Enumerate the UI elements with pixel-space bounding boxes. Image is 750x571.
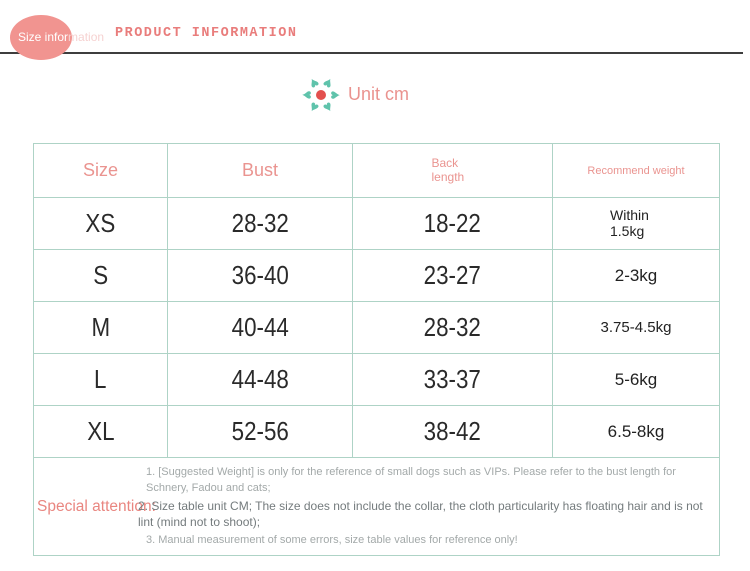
unit-label: Unit cm [348,84,410,104]
back-length-value: 18-22 [423,208,482,238]
size-value: XS [85,208,116,238]
note-item: 1. [Suggested Weight] is only for the re… [146,466,676,494]
column-header-back-length: Back length [352,143,553,198]
size-cell: M [33,301,168,354]
column-header-back-length-label: Back length [431,155,465,184]
table-row: XL 52-56 38-42 6.5-8kg [33,405,720,458]
back-length-value: 33-37 [423,364,482,394]
flower-icon: ♥ ♥ ♥ ♥ ♥ ♥ [297,71,345,119]
header-divider-line [0,52,743,54]
page-title: PRODUCT INFORMATION [115,26,298,41]
table-row: S 36-40 23-27 2-3kg [33,249,720,302]
bust-cell: 36-40 [167,249,353,302]
size-value: S [93,260,108,290]
back-length-cell: 38-42 [352,405,553,458]
size-cell: L [33,353,168,406]
weight-cell: 2-3kg [552,249,720,302]
notes-list: 1. [Suggested Weight] is only for the re… [138,465,717,552]
weight-cell: 5-6kg [552,353,720,406]
weight-value: Within 1.5kg [610,206,649,239]
back-length-value: 28-32 [423,312,482,342]
bust-cell: 44-48 [167,353,353,406]
size-value: M [91,312,110,342]
size-table: Size Bust Back length Recommend weight X… [33,143,720,458]
table-header-row: Size Bust Back length Recommend weight [33,143,720,198]
back-length-cell: 33-37 [352,353,553,406]
bust-value: 36-40 [231,260,289,290]
weight-cell: Within 1.5kg [552,197,720,250]
table-row: L 44-48 33-37 5-6kg [33,353,720,406]
back-length-value: 23-27 [423,260,482,290]
size-cell: XS [33,197,168,250]
column-header-bust: Bust [167,143,353,198]
weight-cell: 6.5-8kg [552,405,720,458]
bust-value: 28-32 [231,208,289,238]
special-attention-label: Special attention: [37,498,156,515]
bust-cell: 28-32 [167,197,353,250]
flower-petal-icon: ♥ [319,97,337,117]
size-value: L [94,364,107,394]
column-header-size: Size [33,143,168,198]
badge-label-strong: Size infor [18,30,69,44]
note-item: 2. Size table unit CM; The size does not… [138,499,703,529]
special-attention-box: Special attention: 1. [Suggested Weight]… [33,458,720,556]
table-row: M 40-44 28-32 3.75-4.5kg [33,301,720,354]
back-length-cell: 28-32 [352,301,553,354]
size-information-badge-label: Size information [18,30,104,44]
size-cell: S [33,249,168,302]
back-length-cell: 18-22 [352,197,553,250]
size-cell: XL [33,405,168,458]
size-information-badge [10,15,72,60]
bust-value: 40-44 [231,312,289,342]
bust-value: 52-56 [231,416,289,446]
flower-petal-icon: ♥ [326,90,344,100]
flower-petal-icon: ♥ [319,73,337,93]
bust-value: 44-48 [231,364,289,394]
column-header-recommend-weight: Recommend weight [552,143,720,198]
back-length-value: 38-42 [423,416,482,446]
flower-petal-icon: ♥ [298,90,316,100]
flower-center-dot [316,90,326,100]
table-row: XS 28-32 18-22 Within 1.5kg [33,197,720,250]
bust-cell: 52-56 [167,405,353,458]
weight-cell: 3.75-4.5kg [552,301,720,354]
size-value: XL [86,416,115,446]
flower-petal-icon: ♥ [305,97,323,117]
note-item: 3. Manual measurement of some errors, si… [146,534,518,546]
bust-cell: 40-44 [167,301,353,354]
badge-label-faded: mation [68,30,105,44]
flower-petal-icon: ♥ [305,73,323,93]
back-length-cell: 23-27 [352,249,553,302]
